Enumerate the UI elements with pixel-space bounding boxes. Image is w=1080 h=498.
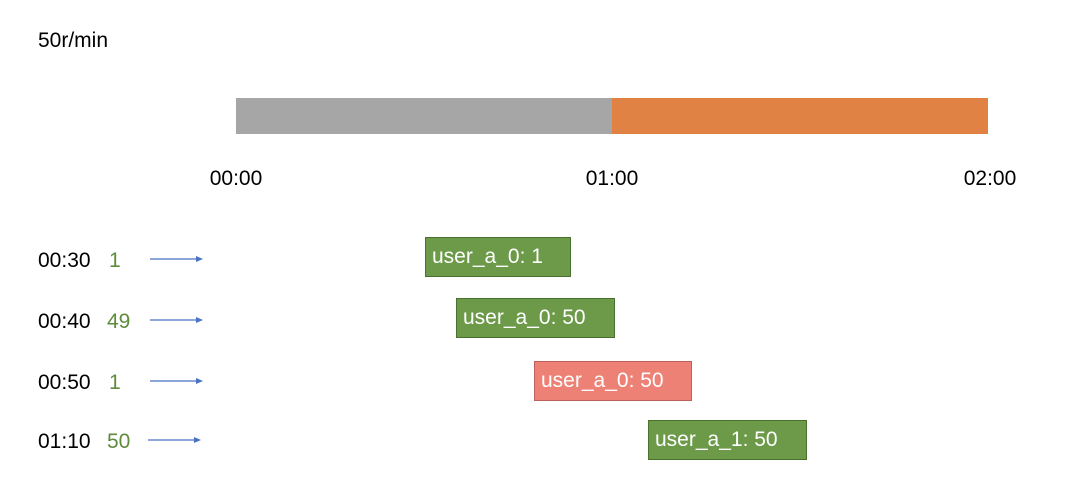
arrow (148, 437, 201, 443)
request-count: 1 (109, 371, 121, 394)
request-count: 49 (107, 310, 131, 333)
arrow (150, 256, 203, 262)
counter-box: user_a_0: 50 (456, 298, 615, 338)
request-count: 50 (107, 430, 131, 453)
request-count: 1 (109, 249, 121, 272)
timeline-label: 00:00 (209, 167, 263, 190)
arrow (150, 317, 203, 323)
current-window (612, 98, 988, 134)
request-time: 00:40 (38, 310, 91, 333)
timeline-label: 02:00 (963, 167, 1017, 190)
timeline-label: 01:00 (585, 167, 639, 190)
title: 50r/min (38, 29, 109, 52)
counter-box: user_a_1: 50 (648, 420, 807, 460)
elapsed-window (236, 98, 612, 134)
arrow (150, 378, 203, 384)
request-time: 00:30 (38, 249, 91, 272)
request-time: 01:10 (38, 430, 91, 453)
request-time: 00:50 (38, 371, 91, 394)
counter-box: user_a_0: 1 (425, 237, 571, 277)
counter-box: user_a_0: 50 (534, 361, 692, 401)
